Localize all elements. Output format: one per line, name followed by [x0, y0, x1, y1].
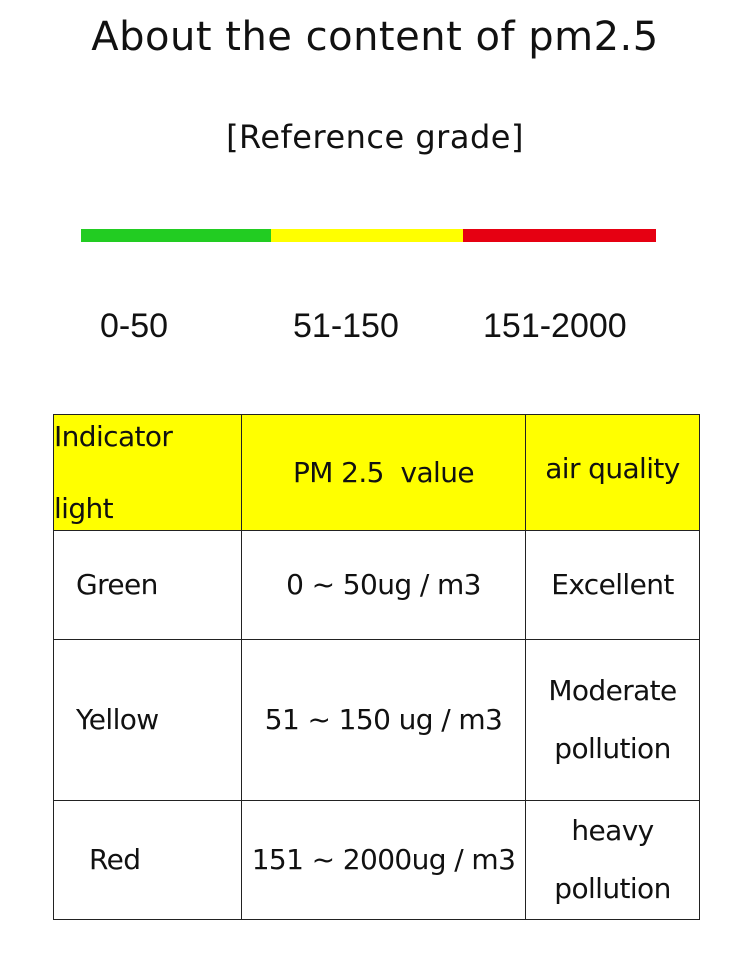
range-label-mid: 51-150: [293, 307, 399, 345]
row-quality-green: Excellent: [525, 530, 700, 640]
header-pm25-value: PM 2.5 value: [241, 414, 526, 531]
row-value-green: 0 ~ 50ug / m3: [241, 530, 526, 640]
header-quality-label: air quality: [545, 451, 680, 485]
row-value-yellow: 51 ~ 150 ug / m3: [241, 639, 526, 801]
range-label-low: 0-50: [100, 307, 169, 345]
value-label: 151 ~ 2000ug / m3: [251, 843, 516, 876]
row-light-green: Green: [53, 530, 242, 640]
table-row: Yellow 51 ~ 150 ug / m3 Moderate polluti…: [53, 639, 700, 801]
quality-label-line1: heavy: [571, 814, 654, 847]
range-label-high: 151-2000: [483, 307, 627, 345]
quality-label-line2: pollution: [554, 872, 671, 905]
row-quality-red: heavy pollution: [525, 800, 700, 920]
header-air-quality: air quality: [525, 414, 700, 531]
page-title: About the content of pm2.5: [91, 14, 659, 60]
page-subtitle: [Reference grade]: [226, 118, 524, 156]
row-quality-yellow: Moderate pollution: [525, 639, 700, 801]
scale-segment-yellow: [271, 229, 463, 242]
light-label: Red: [89, 843, 141, 876]
quality-label-line2: pollution: [554, 732, 671, 765]
light-label: Green: [76, 568, 158, 601]
row-light-yellow: Yellow: [53, 639, 242, 801]
light-label: Yellow: [76, 703, 159, 736]
header-indicator-light: Indicator light: [53, 414, 242, 531]
scale-segment-red: [463, 229, 656, 242]
header-value-label: PM 2.5 value: [293, 455, 475, 489]
table-row: Green 0 ~ 50ug / m3 Excellent: [53, 530, 700, 640]
header-indicator-line1: Indicator: [54, 419, 173, 453]
quality-label-line1: Moderate: [548, 674, 677, 707]
header-indicator-line2: light: [54, 491, 114, 525]
row-value-red: 151 ~ 2000ug / m3: [241, 800, 526, 920]
row-light-red: Red: [53, 800, 242, 920]
value-label: 0 ~ 50ug / m3: [286, 568, 481, 601]
value-label: 51 ~ 150 ug / m3: [264, 703, 503, 736]
table-header-row: Indicator light PM 2.5 value air quality: [53, 414, 700, 531]
grade-color-scale: [81, 229, 656, 242]
pm25-grade-table: Indicator light PM 2.5 value air quality…: [53, 414, 700, 920]
quality-label: Excellent: [551, 568, 674, 601]
table-row: Red 151 ~ 2000ug / m3 heavy pollution: [53, 800, 700, 920]
scale-segment-green: [81, 229, 271, 242]
